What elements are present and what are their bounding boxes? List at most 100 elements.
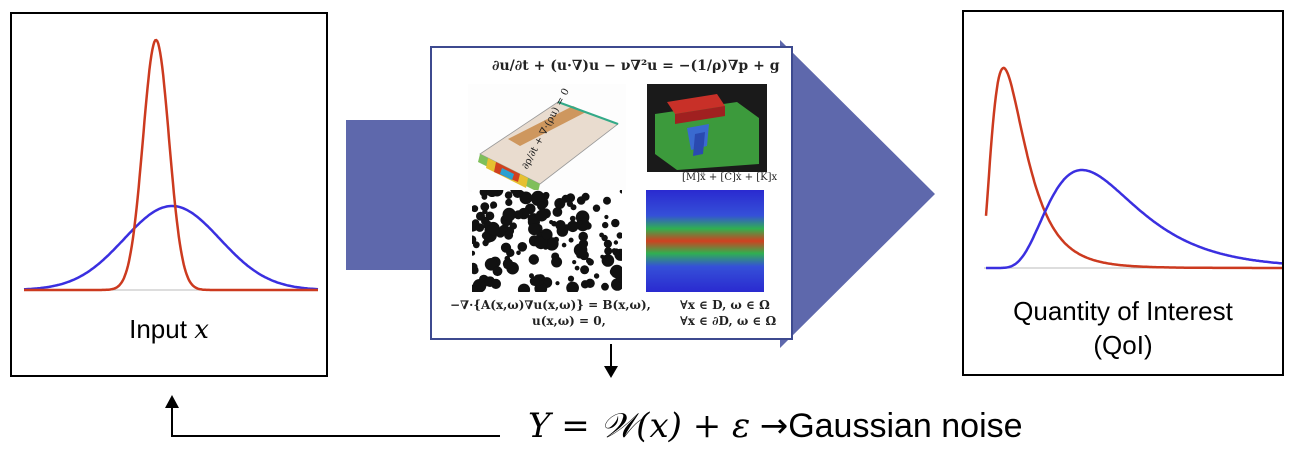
random-field-blob bbox=[568, 237, 574, 243]
random-field-blob bbox=[490, 278, 501, 289]
random-field-blob bbox=[613, 240, 619, 245]
random-field-blob bbox=[545, 237, 559, 251]
qoi-label-line1: Quantity of Interest bbox=[1013, 296, 1233, 326]
random-field-blob bbox=[555, 281, 560, 286]
random-field-blob bbox=[604, 214, 609, 220]
random-field-blob bbox=[538, 275, 544, 281]
random-field-blob bbox=[529, 273, 534, 279]
random-field-blob bbox=[504, 191, 513, 199]
random-field-blob bbox=[601, 282, 609, 291]
qoi-skewed-blue-curve bbox=[986, 168, 1282, 270]
random-field-blob bbox=[578, 220, 583, 225]
qoi-skewed-red-curve bbox=[984, 66, 1282, 270]
random-field-blob bbox=[509, 222, 517, 230]
random-field-blob bbox=[578, 231, 588, 242]
random-field-blob bbox=[541, 230, 552, 240]
random-field-blob bbox=[554, 198, 566, 209]
random-field-blob bbox=[513, 210, 523, 220]
elliptic-condition-line2: ∀x ∈ ∂D, ω ∈ Ω bbox=[680, 314, 777, 328]
random-field-blob bbox=[601, 254, 615, 267]
random-field-blob bbox=[555, 220, 566, 231]
random-field-blob bbox=[569, 215, 576, 222]
random-field-blob bbox=[610, 264, 622, 279]
down-arrow-icon bbox=[604, 344, 618, 378]
structural-dynamics-equation: [M]ẍ + [C]ẋ + [K]x bbox=[682, 172, 778, 183]
input-label-text: Input bbox=[129, 314, 195, 344]
random-field-blob bbox=[503, 227, 508, 232]
random-field-blob bbox=[567, 275, 575, 282]
feedback-arrow bbox=[165, 395, 500, 437]
random-field-blob bbox=[535, 209, 548, 222]
random-field-blob bbox=[472, 266, 479, 275]
cfd-surface-image bbox=[468, 84, 626, 192]
random-field-blob bbox=[492, 266, 503, 277]
random-field-blob bbox=[472, 235, 477, 244]
model-box: ∂u/∂t + (u·∇)u − ν∇²u = −(1/ρ)∇p + g ∂ρ/… bbox=[430, 46, 793, 340]
observation-model: Υ = 𝒲(x) + ε bbox=[528, 406, 751, 446]
random-field-blob bbox=[472, 284, 478, 292]
random-field-blob bbox=[603, 196, 611, 205]
random-field-blob bbox=[602, 221, 609, 229]
random-field-blob bbox=[476, 211, 485, 221]
random-field-blob bbox=[593, 273, 600, 279]
random-field-blob bbox=[531, 190, 545, 205]
input-wide-gaussian-curve bbox=[23, 204, 319, 291]
random-field-blob bbox=[483, 223, 488, 229]
qoi-distribution-plot bbox=[984, 66, 1282, 270]
random-field-blob bbox=[616, 232, 622, 239]
random-field-blob bbox=[528, 254, 539, 265]
random-field-blob bbox=[600, 254, 605, 259]
particle-flow-image bbox=[646, 190, 764, 292]
bottom-equation: Υ = 𝒲(x) + ε →Gaussian noise bbox=[528, 406, 1023, 446]
right-arrow-icon: → bbox=[759, 406, 789, 446]
random-field-image bbox=[472, 190, 622, 292]
random-field-blob bbox=[505, 198, 513, 206]
input-panel: Input x bbox=[10, 12, 328, 377]
random-field-blob bbox=[534, 236, 548, 250]
random-field-blob bbox=[561, 242, 567, 248]
input-label-var: x bbox=[194, 315, 209, 345]
random-field-blob bbox=[580, 280, 590, 289]
random-field-blob bbox=[567, 220, 579, 233]
random-field-blob bbox=[486, 190, 498, 197]
random-field-blob bbox=[472, 205, 479, 213]
random-field-blob bbox=[481, 194, 488, 200]
random-field-blob bbox=[592, 204, 601, 212]
navier-stokes-equation: ∂u/∂t + (u·∇)u − ν∇²u = −(1/ρ)∇p + g bbox=[492, 58, 780, 74]
random-field-blob bbox=[611, 248, 617, 254]
elliptic-equation-line2: u(x,ω) = 0, bbox=[532, 314, 606, 328]
random-field-blob bbox=[484, 258, 498, 271]
random-field-blob bbox=[517, 242, 528, 252]
random-field-blob bbox=[472, 250, 476, 256]
random-field-blob bbox=[581, 192, 590, 201]
random-field-blob bbox=[617, 254, 622, 260]
random-field-blob bbox=[551, 256, 563, 268]
random-field-blob bbox=[486, 221, 492, 226]
random-field-blob bbox=[619, 190, 622, 194]
random-field-blob bbox=[528, 223, 541, 236]
random-field-blob bbox=[578, 239, 589, 249]
random-field-blob bbox=[510, 190, 519, 195]
random-field-blob bbox=[481, 231, 490, 240]
random-field-blob bbox=[566, 281, 579, 292]
random-field-blob bbox=[502, 207, 516, 222]
random-field-blob bbox=[529, 276, 540, 286]
random-field-blob bbox=[517, 283, 531, 292]
random-field-blob bbox=[586, 257, 592, 264]
qoi-label-line2: (QoI) bbox=[1093, 330, 1153, 360]
random-field-blob bbox=[604, 247, 613, 256]
random-field-blob bbox=[485, 211, 495, 221]
random-field-blob bbox=[500, 242, 512, 253]
random-field-blob bbox=[580, 265, 590, 275]
elliptic-equation-line1: −∇·{A(x,ω)∇u(x,ω)} = B(x,ω), bbox=[450, 298, 651, 312]
input-narrow-gaussian-curve bbox=[24, 38, 318, 292]
random-field-blob bbox=[570, 204, 577, 211]
random-field-blob bbox=[502, 258, 514, 269]
random-field-blob bbox=[537, 201, 546, 211]
qoi-panel: Quantity of Interest (QoI) bbox=[962, 10, 1284, 376]
random-field-blob bbox=[483, 238, 488, 243]
random-field-blob bbox=[482, 208, 488, 215]
random-field-blob bbox=[611, 218, 620, 228]
random-field-blob bbox=[599, 232, 604, 238]
input-distribution-plot bbox=[23, 38, 319, 292]
